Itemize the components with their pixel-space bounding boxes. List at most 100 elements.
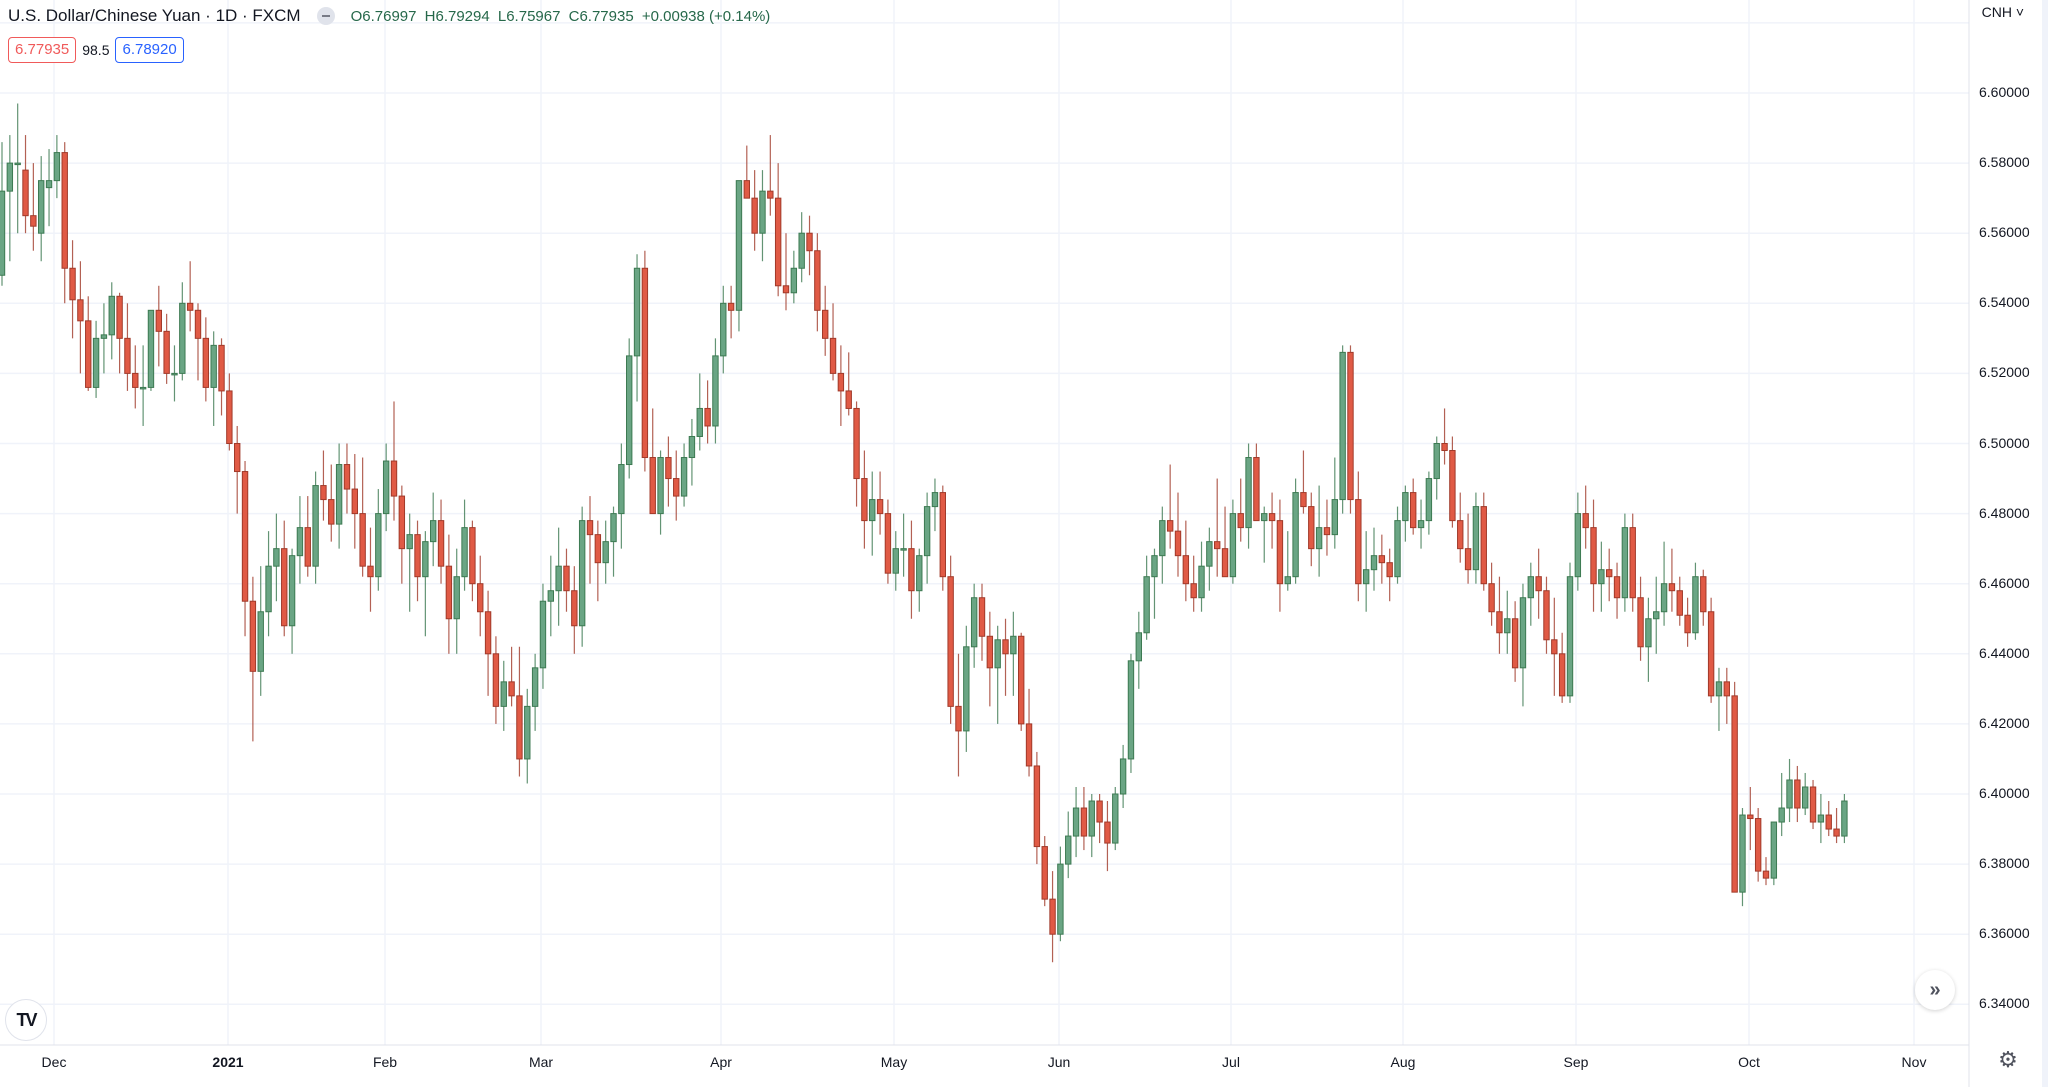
candle-body — [1182, 555, 1190, 585]
candle-body — [1472, 506, 1480, 571]
candle-body — [1794, 779, 1801, 809]
candle-body — [139, 386, 147, 390]
candle-body — [751, 197, 758, 234]
sell-button[interactable]: 6.77935 — [8, 37, 77, 63]
candle-body — [931, 492, 939, 508]
price-tick-label: 6.34000 — [1979, 995, 2030, 1012]
candle-body — [626, 355, 633, 466]
candle-body — [1198, 565, 1205, 599]
candle-body — [1488, 583, 1495, 613]
collapse-legend-icon[interactable] — [316, 7, 335, 25]
tradingview-logo-icon[interactable]: TV — [5, 999, 47, 1041]
candle-body — [484, 611, 492, 655]
candle-body — [720, 302, 727, 357]
candle-body — [1802, 786, 1809, 809]
candle-body — [1621, 527, 1629, 599]
candle-body — [1065, 835, 1072, 865]
candle-body — [1143, 576, 1150, 634]
candle-body — [241, 471, 249, 602]
candle-body — [1558, 653, 1566, 697]
candle-body — [955, 705, 962, 732]
candle-body — [1339, 351, 1346, 501]
candle-body — [1159, 520, 1166, 557]
candle-body — [1206, 541, 1213, 567]
candle-body — [1778, 807, 1785, 823]
candle-body — [994, 639, 1001, 669]
candle-body — [328, 499, 335, 525]
candle-body — [273, 548, 280, 567]
candle-body — [1174, 530, 1182, 557]
trade-badges: 6.77935 98.5 6.78920 — [8, 37, 184, 63]
candle-body — [398, 495, 406, 550]
candle-body — [963, 646, 970, 732]
candle-body — [571, 590, 578, 627]
candle-body — [633, 267, 641, 357]
candle-body — [696, 407, 703, 437]
candle-body — [516, 695, 523, 760]
candle-body — [304, 527, 311, 567]
candle-body — [296, 527, 304, 557]
candle-body — [1676, 590, 1683, 616]
candle-body — [1119, 758, 1127, 795]
candle-body — [1033, 765, 1041, 848]
candle-body — [132, 372, 139, 388]
time-tick-label: Oct — [1738, 1054, 1760, 1070]
candle-body — [1362, 569, 1370, 585]
candle-body — [1135, 632, 1142, 662]
price-tick-label: 6.60000 — [1979, 84, 2030, 100]
candle-body — [414, 534, 421, 578]
candle-body — [1080, 807, 1088, 837]
candle-body — [735, 180, 743, 311]
candle-body — [1237, 513, 1244, 529]
candle-body — [1002, 639, 1009, 655]
currency-selector[interactable]: CNH ˅ — [1981, 4, 2024, 20]
candle-body — [853, 407, 860, 480]
time-tick-label: Jul — [1222, 1054, 1240, 1070]
candle-body — [1511, 618, 1519, 669]
candle-body — [947, 576, 954, 707]
candle-body — [1025, 723, 1033, 767]
candle-body — [1786, 779, 1793, 809]
candle-body — [508, 681, 515, 697]
candle-body — [1284, 576, 1291, 585]
candle-body — [829, 337, 837, 374]
candle-body — [1331, 499, 1338, 536]
candle-body — [14, 162, 21, 166]
candle-body — [1049, 898, 1056, 935]
candle-body — [453, 576, 460, 620]
candle-body — [782, 285, 790, 294]
candle-body — [908, 548, 915, 592]
time-tick-label: Feb — [372, 1054, 398, 1070]
scroll-to-realtime-button[interactable]: » — [1915, 970, 1955, 1010]
candle-body — [1457, 520, 1464, 550]
symbol-title[interactable]: U.S. Dollar/Chinese Yuan · 1D · FXCM — [8, 6, 301, 25]
candle-body — [1519, 597, 1527, 669]
candle-body — [1574, 513, 1582, 578]
candle-body — [30, 215, 37, 227]
candle-body — [1268, 513, 1276, 522]
candle-body — [1402, 492, 1409, 522]
low-value: L6.75967 — [497, 7, 561, 25]
candle-body — [320, 485, 327, 501]
candle-body — [1355, 499, 1362, 585]
buy-button[interactable]: 6.78920 — [115, 37, 184, 63]
close-value: C6.77935 — [568, 7, 634, 25]
candle-body — [704, 407, 711, 427]
candle-body — [1410, 492, 1417, 529]
candle-body — [916, 555, 923, 592]
candle-body — [774, 197, 782, 287]
candle-body — [524, 705, 531, 760]
candle-body — [1347, 351, 1354, 501]
candle-body — [1707, 611, 1715, 697]
candle-body — [210, 344, 217, 388]
candle-body — [437, 520, 445, 567]
candle-body — [1700, 576, 1707, 613]
candle-body — [1378, 555, 1386, 564]
candle-body — [1535, 576, 1542, 592]
candle-body — [1394, 520, 1401, 578]
candle-body — [1692, 576, 1699, 634]
settings-gear-icon[interactable]: ⚙ — [1998, 1047, 2018, 1072]
candle-body — [38, 180, 45, 234]
time-tick-label: Mar — [528, 1054, 554, 1070]
